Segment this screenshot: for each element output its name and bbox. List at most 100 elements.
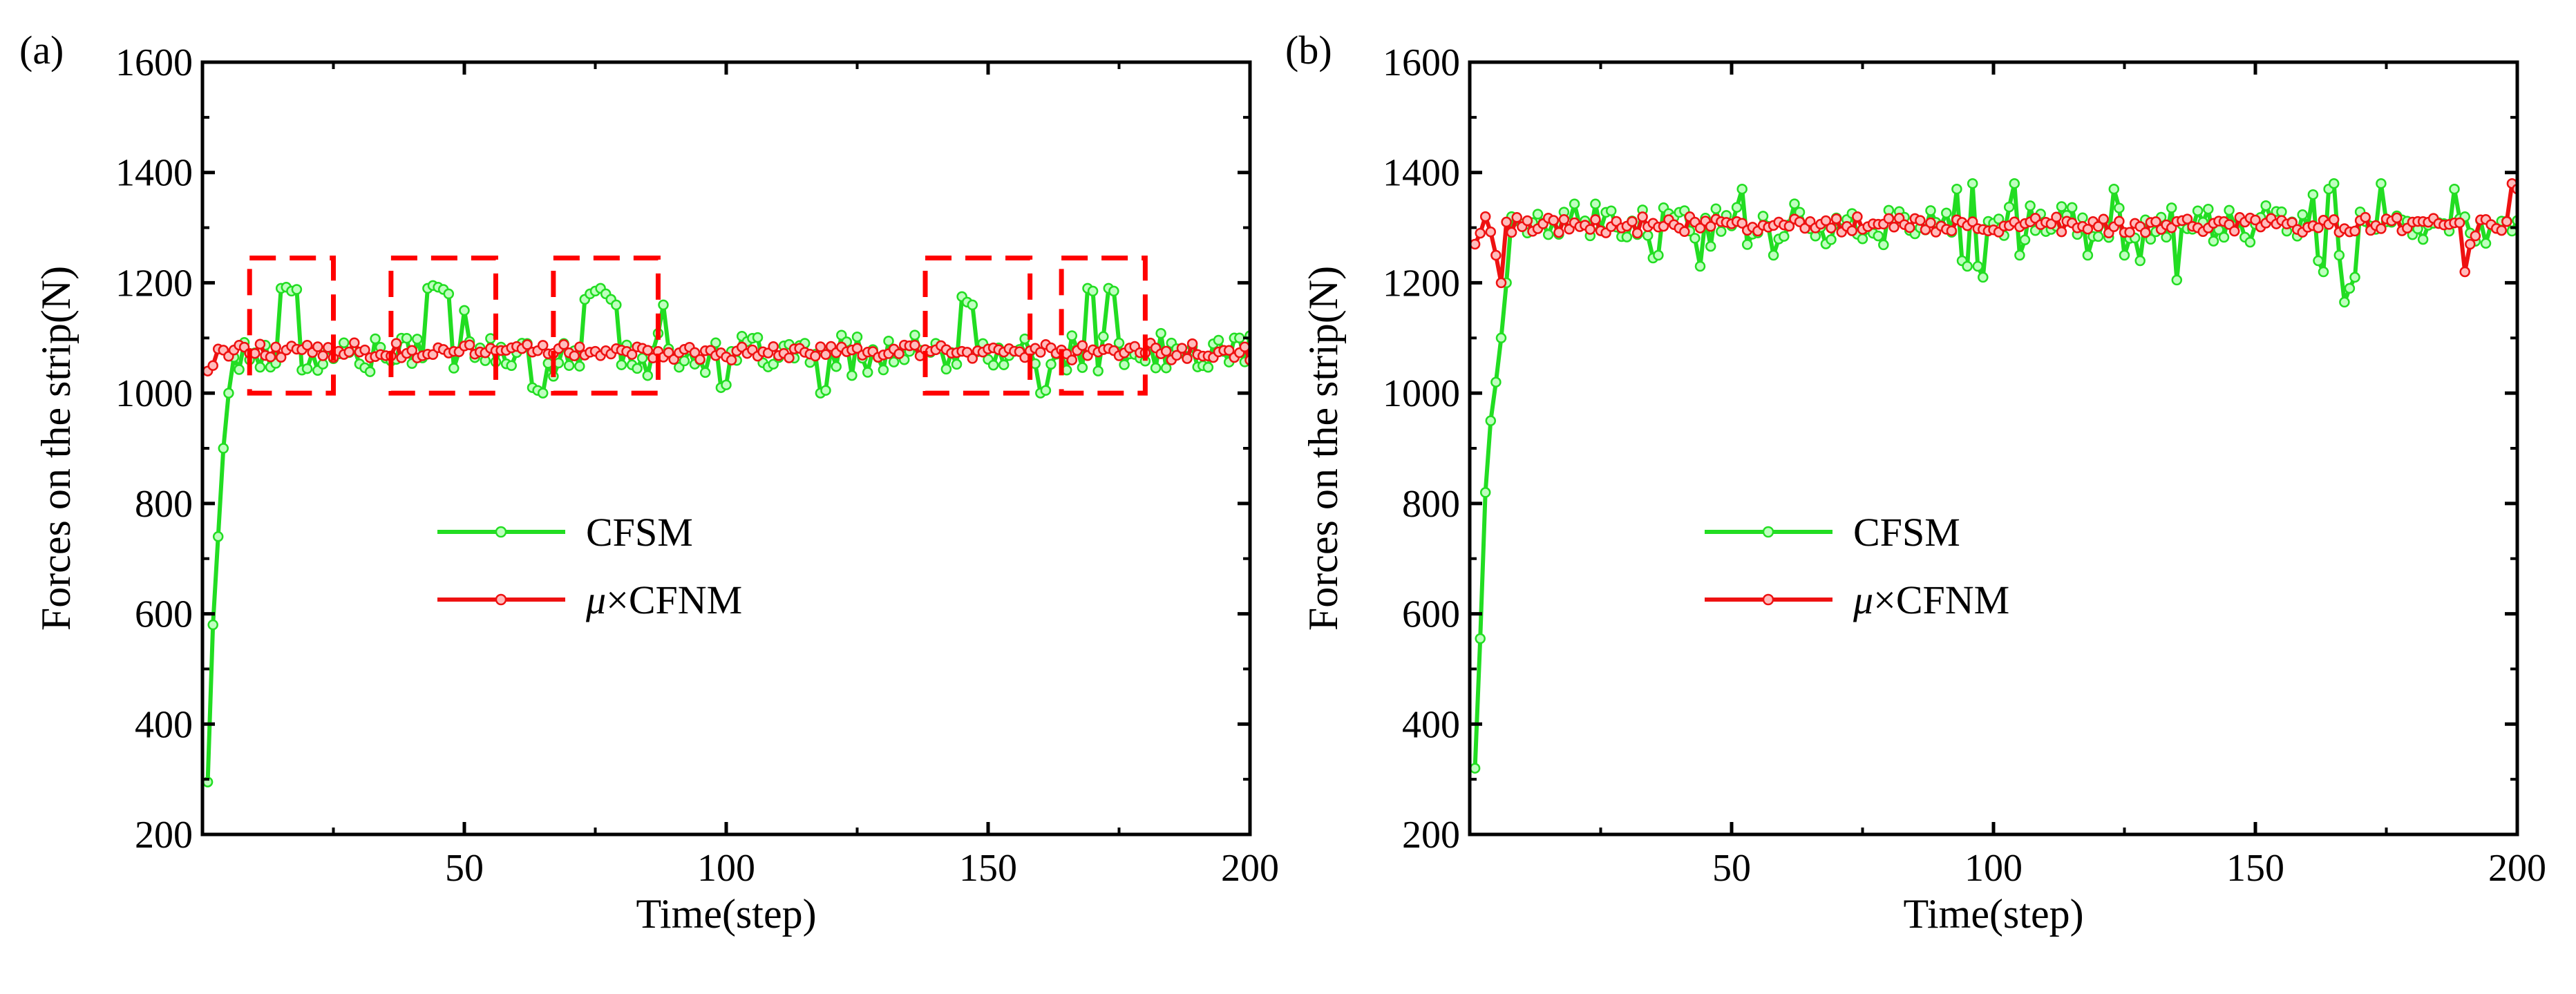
data-point	[1113, 337, 1125, 349]
legend-marker	[1762, 526, 1774, 538]
y-tick-label: 200	[1402, 814, 1460, 857]
data-point	[752, 332, 764, 343]
data-point	[2098, 213, 2109, 225]
data-point	[301, 339, 313, 351]
data-point	[275, 352, 287, 363]
data-point	[2228, 225, 2240, 237]
data-point	[1631, 227, 1643, 239]
data-point	[1150, 362, 1162, 374]
data-point	[1705, 221, 1716, 232]
data-point	[2459, 266, 2470, 278]
data-point	[888, 356, 900, 367]
data-point	[270, 341, 281, 353]
legend-label: μ×CFNM	[1853, 577, 2009, 622]
data-point	[359, 344, 370, 356]
data-point	[658, 299, 669, 311]
data-point	[1679, 226, 1690, 238]
data-point	[2203, 203, 2214, 215]
x-tick-label: 200	[1221, 847, 1279, 890]
data-point	[967, 353, 978, 364]
series-line	[1472, 181, 2517, 769]
data-point	[626, 349, 638, 360]
highlight-box	[1059, 255, 1148, 396]
data-point	[1223, 345, 1235, 356]
data-point	[815, 341, 826, 352]
data-point	[1852, 211, 1863, 222]
data-point	[1506, 227, 1517, 238]
y-tick-label: 1000	[1383, 372, 1460, 415]
data-point	[301, 363, 313, 374]
data-point	[1119, 359, 1130, 370]
data-point	[427, 349, 439, 361]
x-axis-label: Time(step)	[1903, 891, 2083, 937]
y-tick-label: 1600	[1383, 41, 1460, 84]
data-point	[987, 359, 999, 371]
data-point	[1768, 249, 1779, 261]
data-point	[851, 343, 863, 354]
data-point	[1098, 331, 1109, 343]
data-point	[291, 284, 303, 295]
data-point	[663, 347, 674, 358]
data-point	[1962, 260, 1973, 272]
data-point	[820, 385, 831, 396]
data-point	[1694, 222, 1706, 233]
data-point	[1522, 215, 1533, 227]
y-tick-label: 800	[1402, 483, 1460, 526]
data-point	[1186, 338, 1198, 350]
data-point	[1590, 214, 1601, 225]
data-point	[2092, 221, 2104, 232]
data-point	[2344, 283, 2356, 294]
data-point	[1736, 183, 1748, 195]
legend-label: μ×CFNM	[585, 577, 742, 622]
data-point	[2003, 201, 2015, 213]
x-tick-label: 50	[1712, 847, 1751, 890]
data-point	[2286, 217, 2298, 228]
data-point	[2218, 231, 2230, 243]
legend-label: CFSM	[1853, 510, 1960, 555]
data-point	[2114, 216, 2125, 227]
data-point	[616, 359, 627, 370]
x-tick-label: 150	[2226, 847, 2284, 890]
data-point	[1234, 332, 1245, 344]
data-point	[1108, 285, 1119, 297]
data-point	[862, 367, 873, 378]
data-point	[2496, 224, 2508, 236]
y-tick-label: 600	[1402, 593, 1460, 636]
y-tick-label: 1400	[1383, 152, 1460, 195]
data-point	[1951, 183, 1962, 195]
data-point	[563, 360, 575, 371]
data-point	[1621, 231, 1633, 242]
data-point	[2501, 216, 2512, 227]
highlight-box	[922, 255, 1033, 396]
data-point	[1731, 202, 1743, 213]
data-point	[2019, 234, 2031, 246]
y-tick-label: 1200	[1383, 262, 1460, 305]
data-point	[2066, 202, 2078, 213]
data-point	[998, 359, 1010, 370]
data-point	[448, 363, 460, 374]
data-point	[1689, 233, 1701, 244]
y-tick-label: 1000	[115, 372, 193, 415]
data-point	[401, 332, 413, 344]
data-point	[2470, 230, 2481, 242]
data-point	[2260, 200, 2271, 211]
data-point	[878, 364, 889, 376]
data-point	[1857, 233, 1868, 245]
data-point	[1485, 415, 1497, 426]
data-point	[522, 339, 533, 350]
data-point	[1092, 365, 1104, 376]
data-point	[2025, 200, 2036, 211]
data-point	[1637, 211, 1648, 222]
data-point	[1160, 362, 1172, 374]
data-point	[851, 331, 863, 343]
x-tick-label: 100	[697, 847, 755, 890]
data-point	[2339, 296, 2350, 308]
data-point	[2480, 238, 2492, 249]
data-point	[909, 329, 920, 341]
data-point	[443, 288, 455, 300]
data-point	[1946, 225, 1958, 236]
axes-frame	[1468, 60, 2519, 837]
data-point	[642, 370, 654, 381]
data-point	[1066, 330, 1078, 341]
data-point	[1553, 227, 1564, 238]
